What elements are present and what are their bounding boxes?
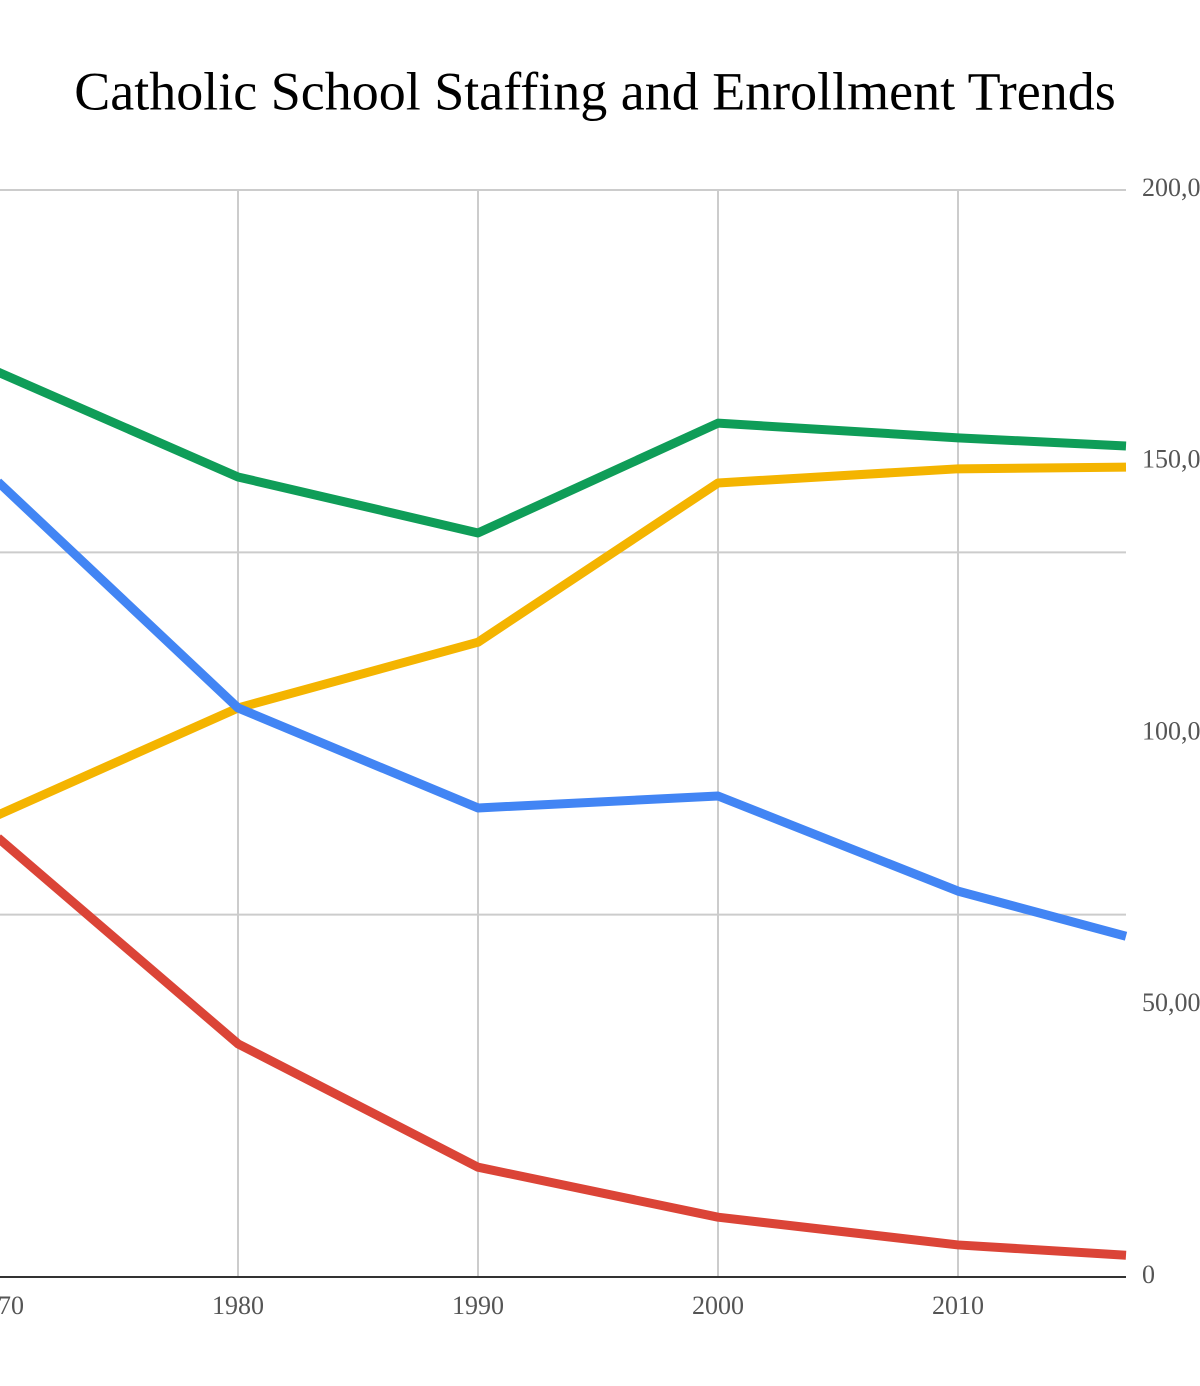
x-tick-label: 2000 [692,1291,744,1320]
x-tick-label: 1990 [452,1291,504,1320]
y2-tick-label: 100,000 [1142,716,1200,745]
series-line [0,368,1127,538]
y2-tick-label: 50,000 [1142,988,1200,1017]
chart-title: Catholic School Staffing and Enrollment … [74,61,1115,121]
y2-tick-label: 0 [1142,1260,1155,1289]
series-line [0,834,1127,1260]
x-tick-label: 1970 [0,1291,24,1320]
series-line [0,462,1127,820]
y2-tick-label: 200,000 [1142,173,1200,202]
x-tick-label: 1980 [212,1291,264,1320]
y2-tick-label: 150,000 [1142,445,1200,474]
x-tick-label: 2010 [932,1291,984,1320]
series-line [0,478,1128,941]
